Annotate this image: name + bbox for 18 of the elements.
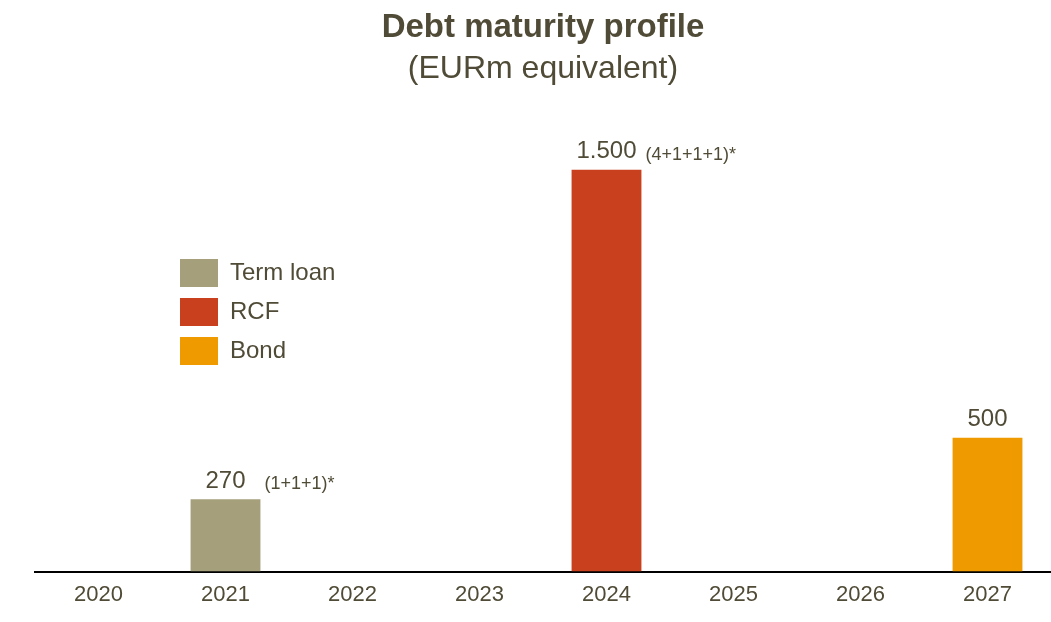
x-tick-label: 2026 (836, 580, 885, 606)
x-tick-label: 2024 (582, 580, 631, 606)
chart-title: Debt maturity profile (381, 6, 705, 44)
x-tick-label: 2020 (74, 580, 123, 606)
x-tick-label: 2021 (201, 580, 250, 606)
legend-label: Term loan (230, 257, 336, 285)
data-label: 270 (205, 465, 246, 493)
legend-label: Bond (230, 335, 287, 363)
chart-subtitle: (EURm equivalent) (407, 48, 679, 85)
legend-label: RCF (230, 296, 280, 324)
x-tick-label: 2023 (455, 580, 504, 606)
x-tick-label: 2025 (709, 580, 758, 606)
x-tick-label: 2022 (328, 580, 377, 606)
annotation: (1+1+1)* (264, 473, 335, 494)
annotation: (4+1+1+1)* (645, 143, 736, 164)
data-label: 500 (967, 404, 1008, 432)
data-label: 1.500 (576, 136, 637, 164)
x-tick-label: 2027 (963, 580, 1012, 606)
